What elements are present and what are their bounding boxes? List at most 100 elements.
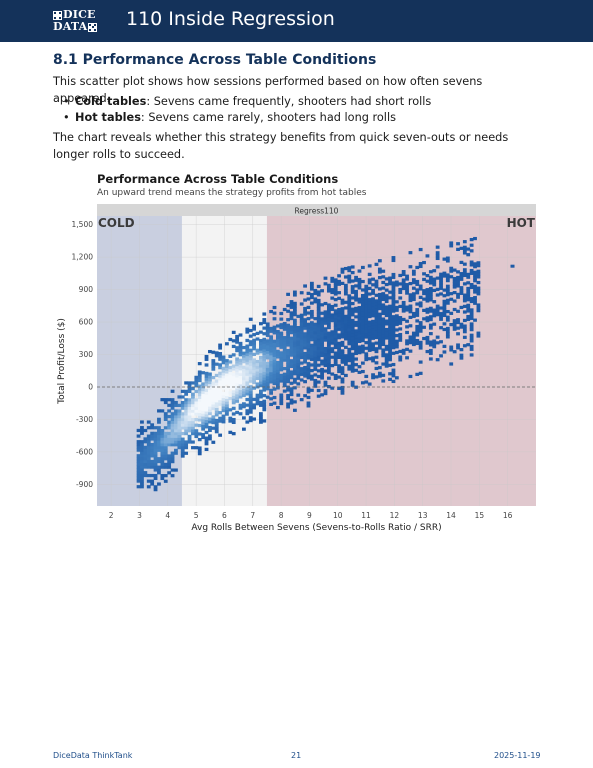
density-cell — [337, 282, 341, 286]
density-cell — [292, 355, 297, 359]
density-cell — [292, 310, 297, 314]
density-cell — [350, 363, 355, 368]
density-cell — [381, 269, 386, 273]
density-cell — [140, 482, 144, 486]
density-cell — [381, 303, 386, 307]
y-tick-label: 0 — [88, 382, 93, 391]
density-cell — [275, 360, 280, 365]
density-cell — [299, 378, 304, 382]
density-cell — [337, 333, 341, 337]
density-cell — [337, 375, 341, 379]
density-cell — [473, 296, 477, 300]
density-cell — [360, 344, 365, 348]
density-cell — [476, 280, 481, 285]
density-cell — [323, 321, 328, 325]
density-cell — [333, 340, 338, 344]
density-cell — [225, 378, 229, 382]
density-cell — [269, 309, 273, 314]
density-cell — [146, 479, 151, 483]
density-cell — [445, 335, 450, 339]
density-cell — [415, 372, 420, 376]
density-cell — [269, 349, 273, 353]
density-cell — [340, 307, 345, 311]
density-cell — [214, 387, 219, 392]
density-cell — [136, 456, 141, 461]
density-cell — [282, 352, 287, 357]
density-cell — [242, 416, 246, 420]
x-tick-label: 12 — [390, 511, 400, 520]
density-cell — [248, 416, 253, 420]
density-cell — [401, 286, 406, 291]
density-cell — [140, 468, 144, 472]
density-cell — [252, 324, 257, 328]
density-cell — [292, 343, 297, 348]
density-cell — [411, 295, 416, 299]
density-cell — [214, 407, 219, 411]
density-cell — [255, 365, 260, 369]
density-cell — [231, 381, 236, 385]
density-cell — [415, 291, 420, 295]
density-cell — [381, 339, 386, 344]
density-cell — [442, 311, 447, 315]
density-cell — [320, 373, 324, 377]
density-cell — [462, 324, 467, 328]
density-cell — [306, 339, 311, 343]
density-cell — [286, 396, 290, 401]
density-cell — [167, 465, 172, 469]
density-cell — [364, 332, 369, 336]
density-cell — [313, 339, 318, 343]
density-cell — [289, 339, 294, 343]
density-cell — [435, 313, 440, 317]
density-cell — [286, 368, 290, 372]
density-cell — [337, 344, 341, 348]
density-cell — [360, 310, 365, 315]
density-cell — [388, 324, 392, 328]
density-cell — [170, 403, 175, 407]
density-cell — [316, 284, 321, 289]
density-cell — [428, 351, 433, 355]
density-cell — [303, 318, 307, 322]
density-cell — [262, 312, 267, 316]
density-cell — [303, 306, 307, 311]
density-cell — [442, 271, 447, 275]
chart-title: Performance Across Table Conditions — [97, 172, 339, 186]
density-cell — [245, 420, 250, 424]
density-cell — [377, 321, 382, 325]
density-cell — [469, 243, 474, 247]
density-cell — [197, 370, 202, 374]
density-cell — [350, 366, 355, 370]
density-cell — [343, 326, 348, 330]
density-cell — [476, 306, 481, 310]
density-cell — [225, 342, 229, 346]
density-cell — [153, 454, 158, 458]
density-cell — [456, 326, 460, 330]
density-cell — [340, 380, 345, 384]
density-cell — [184, 426, 189, 430]
density-cell — [218, 351, 223, 356]
density-cell — [469, 333, 474, 337]
density-cell — [292, 346, 297, 351]
density-cell — [204, 422, 209, 426]
density-cell — [272, 373, 277, 377]
density-cell — [252, 375, 257, 379]
density-cell — [394, 280, 399, 284]
density-cell — [136, 479, 141, 483]
density-cell — [184, 440, 189, 444]
density-cell — [225, 367, 229, 371]
density-cell — [313, 345, 318, 349]
density-cell — [180, 423, 185, 427]
density-cell — [428, 292, 433, 296]
density-cell — [204, 399, 209, 404]
density-cell — [442, 350, 447, 354]
density-cell — [140, 445, 144, 449]
density-cell — [476, 303, 481, 307]
density-cell — [323, 352, 328, 356]
density-cell — [235, 365, 240, 370]
y-tick-label: 1,500 — [72, 220, 94, 229]
density-cell — [354, 306, 358, 311]
density-cell — [252, 406, 257, 410]
density-cell — [333, 326, 338, 330]
density-cell — [388, 318, 392, 322]
density-cell — [231, 420, 236, 425]
density-cell — [248, 373, 253, 378]
